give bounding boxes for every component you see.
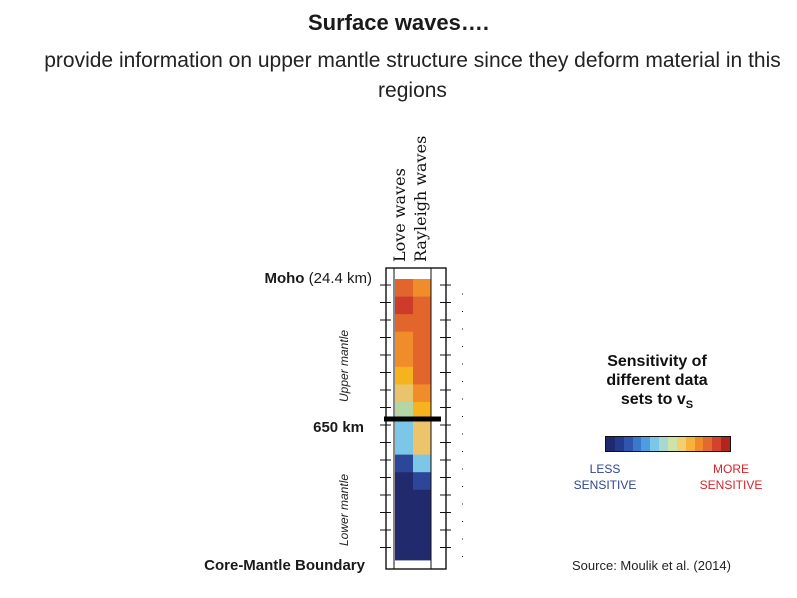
- legend-title-line1: Sensitivity of: [607, 353, 707, 370]
- color-scale-swatch: [641, 437, 651, 451]
- heatmap-cell: [395, 542, 413, 561]
- heatmap-cell: [413, 489, 431, 508]
- moho-label: Moho (24.4 km): [264, 270, 372, 287]
- source-citation: Source: Moulik et al. (2014): [572, 558, 731, 573]
- color-scale-swatch: [650, 437, 660, 451]
- heatmap-cell: [413, 472, 431, 491]
- label-650km: 650 km: [313, 419, 364, 436]
- legend-title-sub: S: [685, 399, 694, 412]
- color-scale-swatch: [712, 437, 722, 451]
- heatmap-cell: [395, 314, 413, 333]
- legend-title-line2: different data: [606, 372, 708, 389]
- heatmap-cell: [413, 401, 431, 420]
- heatmap-cell: [395, 296, 413, 315]
- color-scale-swatch: [659, 437, 669, 451]
- heatmap-cell: [413, 454, 431, 473]
- color-scale-swatch: [676, 437, 686, 451]
- heatmap-cell: [413, 279, 431, 297]
- slide-title: Surface waves….: [308, 10, 489, 35]
- color-scale-swatch: [614, 437, 624, 451]
- heatmap-cell: [395, 507, 413, 526]
- heatmap-cell: [395, 279, 413, 297]
- heatmap-cell: [413, 349, 431, 368]
- heatmap-cell: [413, 366, 431, 385]
- color-scale-swatch: [623, 437, 633, 451]
- color-scale-swatch: [606, 437, 615, 451]
- heatmap-cell: [395, 366, 413, 385]
- heatmap-cell: [413, 419, 431, 438]
- heatmap-cell: [413, 524, 431, 543]
- color-scale-bar: [605, 436, 731, 452]
- more-sensitive-line2: SENSITIVE: [699, 478, 763, 492]
- heatmap-cell: [413, 542, 431, 561]
- heatmap-cell: [395, 349, 413, 368]
- heatmap-cell: [395, 524, 413, 543]
- heatmap-cell: [395, 419, 413, 438]
- heatmap-cell: [395, 384, 413, 403]
- color-scale-swatch: [721, 437, 731, 451]
- less-sensitive-line1: LESS: [589, 462, 621, 476]
- heatmap-cell: [413, 331, 431, 350]
- more-sensitive-label: MORE SENSITIVE: [690, 461, 772, 493]
- heatmap-cell: [395, 472, 413, 491]
- color-scale-swatch: [694, 437, 704, 451]
- heatmap-cell: [413, 296, 431, 315]
- core-mantle-boundary-label: Core-Mantle Boundary: [204, 557, 365, 574]
- heatmap-cell: [395, 454, 413, 473]
- heatmap-cell: [395, 489, 413, 508]
- color-scale-swatch: [668, 437, 677, 451]
- more-sensitive-line1: MORE: [713, 462, 749, 476]
- heatmap-cell: [413, 437, 431, 456]
- moho-label-name: Moho: [264, 270, 305, 287]
- slide-subtitle: provide information on upper mantle stru…: [44, 49, 781, 102]
- heatmap-cell: [413, 314, 431, 333]
- legend-title-line3-text: sets to v: [620, 391, 686, 408]
- heatmap-cell: [395, 331, 413, 350]
- heatmap-cell: [395, 437, 413, 456]
- legend-title: Sensitivity of different data sets to vS: [567, 352, 747, 415]
- less-sensitive-label: LESS SENSITIVE: [565, 461, 645, 493]
- heatmap-cell: [413, 507, 431, 526]
- legend-title-line3: sets to vS: [567, 390, 747, 415]
- heatmap-cell: [413, 384, 431, 403]
- moho-label-depth: (24.4 km): [308, 270, 372, 287]
- color-scale-swatch: [703, 437, 713, 451]
- heatmap-cell: [395, 401, 413, 420]
- color-scale-swatch: [632, 437, 642, 451]
- color-scale-swatch: [685, 437, 695, 451]
- less-sensitive-line2: SENSITIVE: [573, 478, 637, 492]
